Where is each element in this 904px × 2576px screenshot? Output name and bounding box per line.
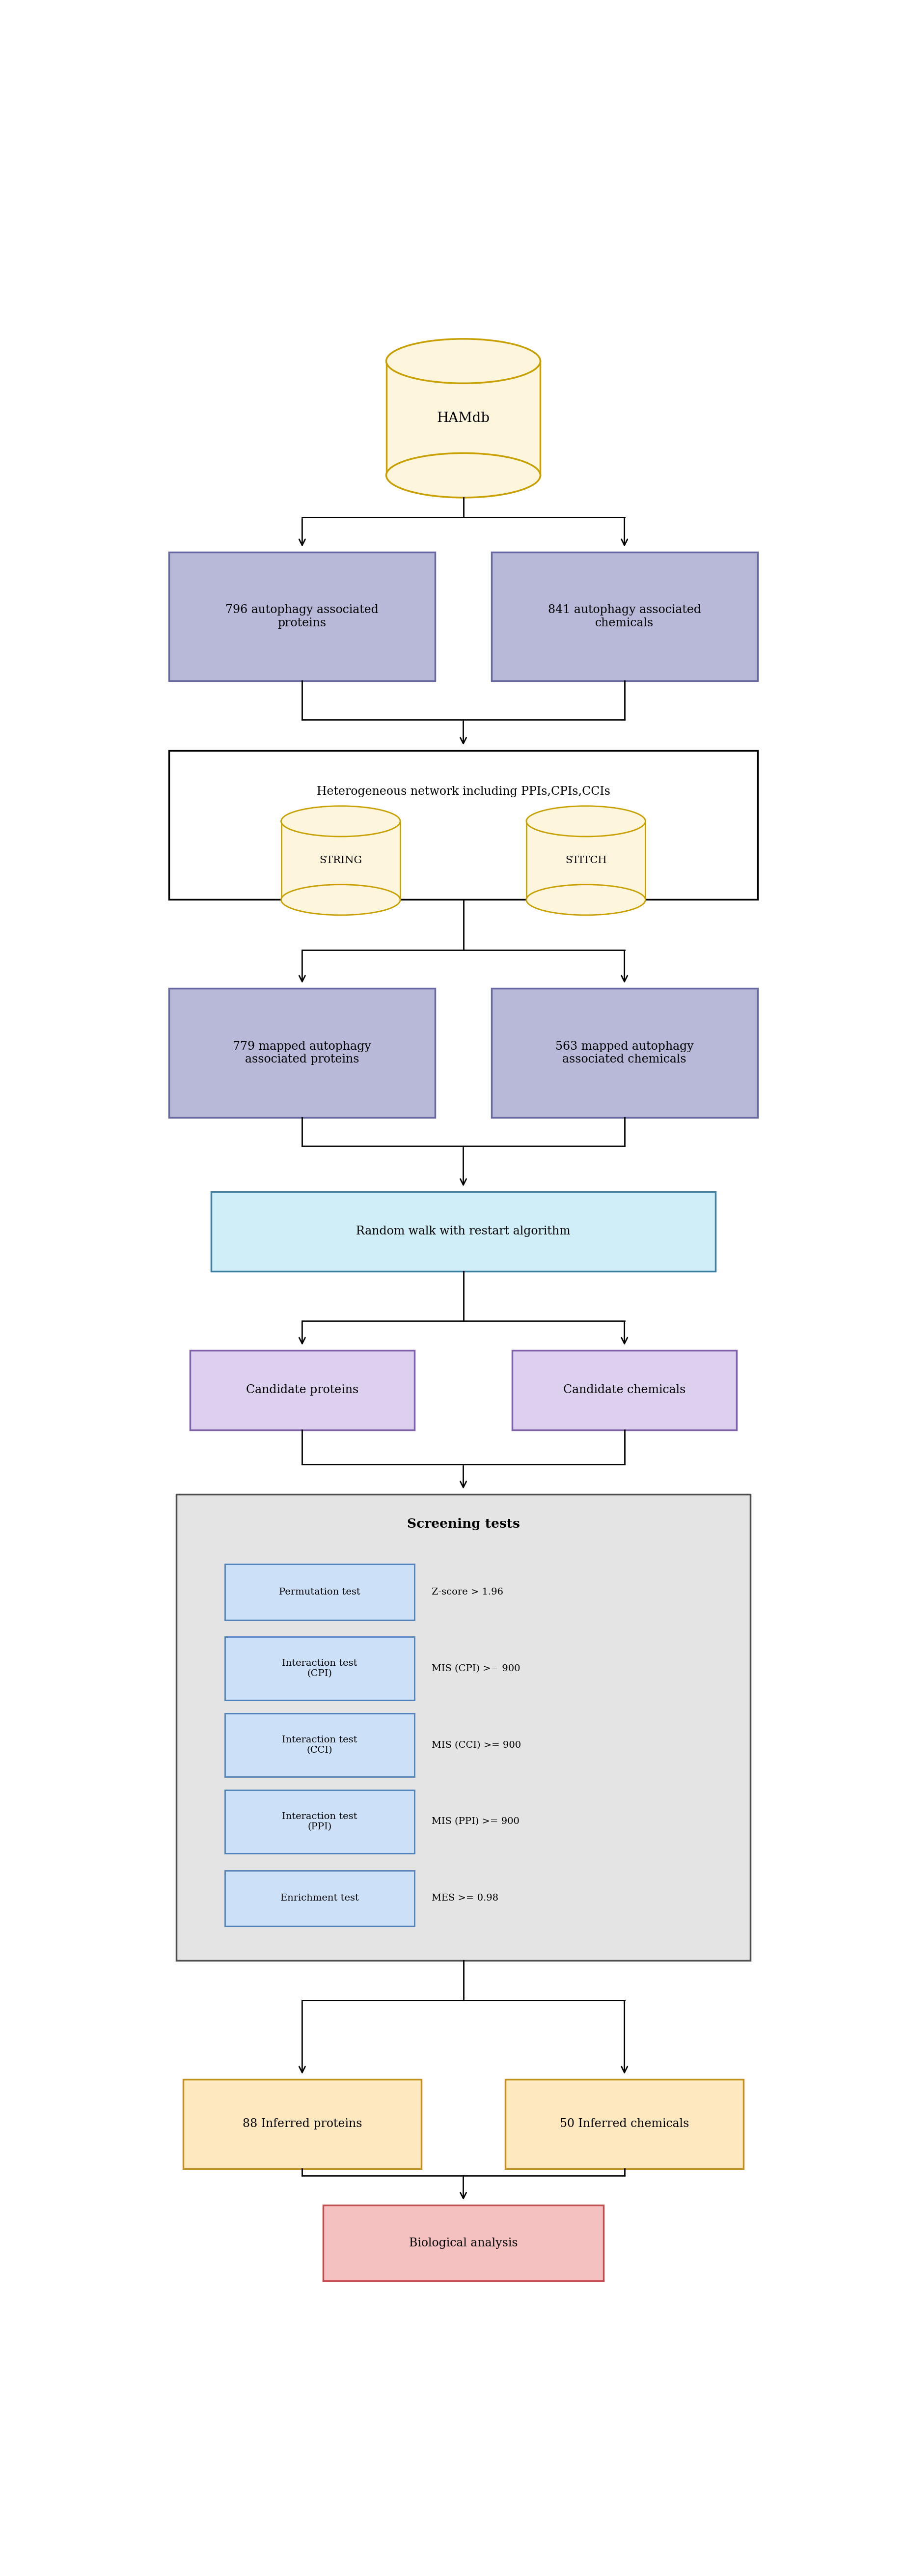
Ellipse shape: [281, 884, 400, 914]
FancyBboxPatch shape: [190, 1350, 414, 1430]
Bar: [281, 822, 400, 899]
Bar: [526, 822, 645, 899]
Ellipse shape: [281, 806, 400, 837]
Ellipse shape: [386, 453, 541, 497]
FancyBboxPatch shape: [513, 1350, 737, 1430]
Text: Biological analysis: Biological analysis: [409, 2239, 518, 2249]
Text: MIS (CCI) >= 900: MIS (CCI) >= 900: [432, 1741, 522, 1749]
FancyBboxPatch shape: [492, 989, 758, 1118]
Text: Enrichment test: Enrichment test: [280, 1893, 359, 1904]
Text: 563 mapped autophagy
associated chemicals: 563 mapped autophagy associated chemical…: [555, 1041, 693, 1064]
FancyBboxPatch shape: [492, 551, 758, 680]
Text: 841 autophagy associated
chemicals: 841 autophagy associated chemicals: [548, 605, 701, 629]
Text: STRING: STRING: [319, 855, 363, 866]
Text: Interaction test
(PPI): Interaction test (PPI): [282, 1814, 357, 1832]
FancyBboxPatch shape: [211, 1193, 716, 1270]
Ellipse shape: [526, 884, 645, 914]
Text: MIS (CPI) >= 900: MIS (CPI) >= 900: [432, 1664, 521, 1672]
Text: 50 Inferred chemicals: 50 Inferred chemicals: [560, 2117, 689, 2130]
Text: Screening tests: Screening tests: [407, 1517, 520, 1530]
FancyBboxPatch shape: [225, 1564, 414, 1620]
Text: MIS (PPI) >= 900: MIS (PPI) >= 900: [432, 1816, 520, 1826]
Text: Random walk with restart algorithm: Random walk with restart algorithm: [356, 1226, 570, 1236]
FancyBboxPatch shape: [225, 1636, 414, 1700]
FancyBboxPatch shape: [169, 551, 436, 680]
Text: 779 mapped autophagy
associated proteins: 779 mapped autophagy associated proteins: [233, 1041, 372, 1064]
Text: Heterogeneous network including PPIs,CPIs,CCIs: Heterogeneous network including PPIs,CPI…: [316, 786, 610, 799]
Text: Permutation test: Permutation test: [279, 1587, 361, 1597]
FancyBboxPatch shape: [169, 750, 758, 899]
FancyBboxPatch shape: [225, 1870, 414, 1927]
Bar: [386, 361, 541, 477]
Text: Z-score > 1.96: Z-score > 1.96: [432, 1587, 504, 1597]
FancyBboxPatch shape: [183, 2079, 421, 2169]
FancyBboxPatch shape: [505, 2079, 743, 2169]
FancyBboxPatch shape: [225, 1790, 414, 1855]
Text: 796 autophagy associated
proteins: 796 autophagy associated proteins: [226, 605, 379, 629]
Text: Candidate proteins: Candidate proteins: [246, 1383, 359, 1396]
Text: MES >= 0.98: MES >= 0.98: [432, 1893, 499, 1904]
Text: 88 Inferred proteins: 88 Inferred proteins: [242, 2117, 362, 2130]
Text: Interaction test
(CCI): Interaction test (CCI): [282, 1736, 357, 1754]
FancyBboxPatch shape: [324, 2205, 603, 2280]
Ellipse shape: [386, 340, 541, 384]
Text: HAMdb: HAMdb: [437, 412, 490, 425]
Text: Candidate chemicals: Candidate chemicals: [563, 1383, 685, 1396]
FancyBboxPatch shape: [169, 989, 436, 1118]
FancyBboxPatch shape: [176, 1494, 750, 1960]
FancyBboxPatch shape: [225, 1713, 414, 1777]
Text: Interaction test
(CPI): Interaction test (CPI): [282, 1659, 357, 1677]
Ellipse shape: [526, 806, 645, 837]
Text: STITCH: STITCH: [565, 855, 607, 866]
